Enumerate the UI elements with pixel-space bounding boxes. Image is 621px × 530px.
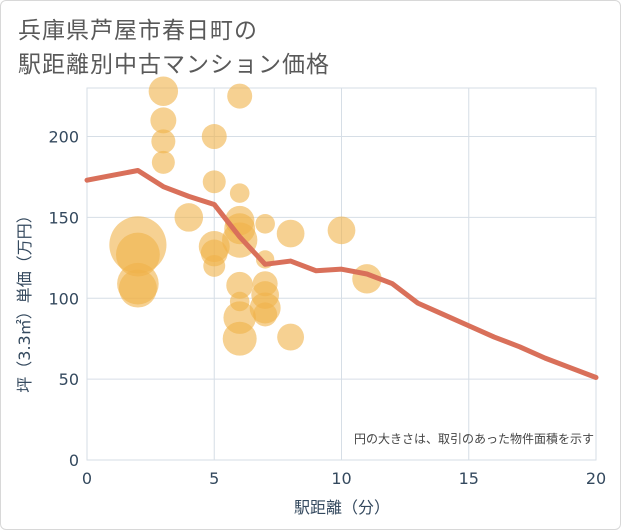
x-tick-label: 0 xyxy=(82,469,92,488)
size-annotation: 円の大きさは、取引のあった物件面積を示す xyxy=(354,431,594,446)
bubble-point xyxy=(151,150,175,174)
bubble-point xyxy=(226,271,254,299)
bubble-point xyxy=(223,301,256,334)
bubble-point xyxy=(150,107,177,134)
bubble-point xyxy=(202,170,226,194)
chart-title: 兵庫県芦屋市春日町の 駅距離別中古マンション価格 xyxy=(18,14,330,82)
average-line xyxy=(84,167,599,381)
bubble-point xyxy=(227,83,253,109)
x-tick-label: 10 xyxy=(331,469,351,488)
bubble-point xyxy=(277,323,305,351)
y-axis-label: 坪（3.3㎡）単価（万円） xyxy=(15,207,34,392)
y-tick-label: 100 xyxy=(48,289,79,308)
chart-title-line-2: 駅距離別中古マンション価格 xyxy=(18,52,330,78)
chart-title-line-1: 兵庫県芦屋市春日町の xyxy=(18,18,258,44)
bubble-point xyxy=(276,219,305,248)
bubble-point xyxy=(229,291,250,312)
x-tick-label: 20 xyxy=(586,469,606,488)
bubble-point xyxy=(118,269,157,308)
bubble-point xyxy=(252,271,278,297)
bubble-point xyxy=(253,302,278,327)
bubble-point xyxy=(174,203,204,232)
y-tick-label: 50 xyxy=(59,370,79,389)
bubble-point xyxy=(255,214,275,234)
x-axis-label: 駅距離（分） xyxy=(294,498,390,517)
bubble-point xyxy=(148,76,179,106)
bubble-point xyxy=(115,232,160,277)
bubble-series xyxy=(109,76,382,356)
y-tick-label: 150 xyxy=(48,208,79,227)
bubble-point xyxy=(151,129,176,154)
bubble-point xyxy=(203,254,226,277)
x-tick-label: 15 xyxy=(459,469,479,488)
y-tick-label: 0 xyxy=(69,451,79,470)
bubble-point xyxy=(229,183,250,203)
y-tick-label: 200 xyxy=(48,128,79,147)
x-tick-label: 5 xyxy=(209,469,219,488)
average-line-series xyxy=(84,167,599,381)
bubble-point xyxy=(201,124,227,150)
bubble-point xyxy=(327,216,356,245)
